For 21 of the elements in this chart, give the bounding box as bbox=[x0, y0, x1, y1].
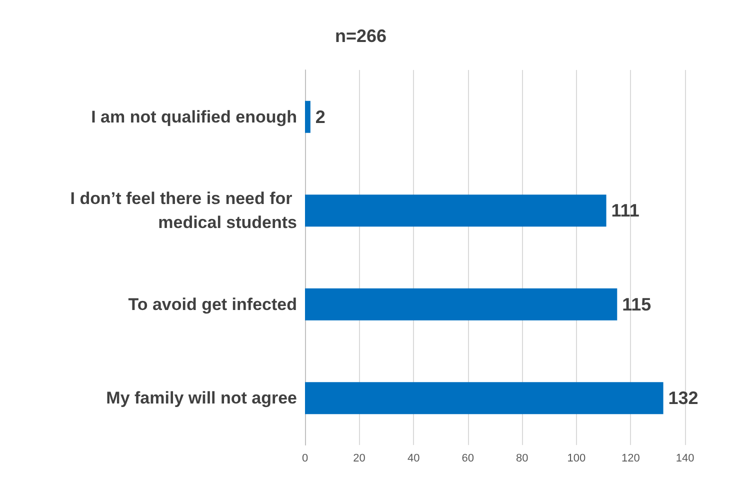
y-tick-label: My family will not agree bbox=[106, 388, 297, 408]
x-tick-label: 120 bbox=[622, 452, 640, 464]
bar bbox=[305, 194, 606, 227]
data-label: 111 bbox=[611, 200, 640, 221]
bar bbox=[305, 100, 310, 133]
x-tick-label: 40 bbox=[407, 452, 420, 464]
bar bbox=[305, 382, 664, 414]
x-tick-label: 60 bbox=[462, 452, 474, 464]
data-label: 2 bbox=[315, 106, 326, 127]
data-label: 132 bbox=[668, 388, 698, 408]
y-tick-label: To avoid get infected bbox=[128, 294, 297, 314]
y-tick-label: I am not qualified enough bbox=[91, 107, 297, 126]
data-label: 115 bbox=[622, 294, 652, 314]
x-tick-label: 0 bbox=[302, 452, 308, 464]
y-tick-label: I don’t feel there is need for medical students bbox=[70, 189, 297, 232]
bar bbox=[305, 288, 618, 320]
x-tick-label: 80 bbox=[516, 452, 528, 464]
chart-title: n=266 bbox=[335, 26, 387, 46]
x-tick-label: 140 bbox=[676, 452, 694, 464]
x-tick-label: 20 bbox=[353, 452, 366, 464]
x-tick-label: 100 bbox=[567, 452, 586, 464]
